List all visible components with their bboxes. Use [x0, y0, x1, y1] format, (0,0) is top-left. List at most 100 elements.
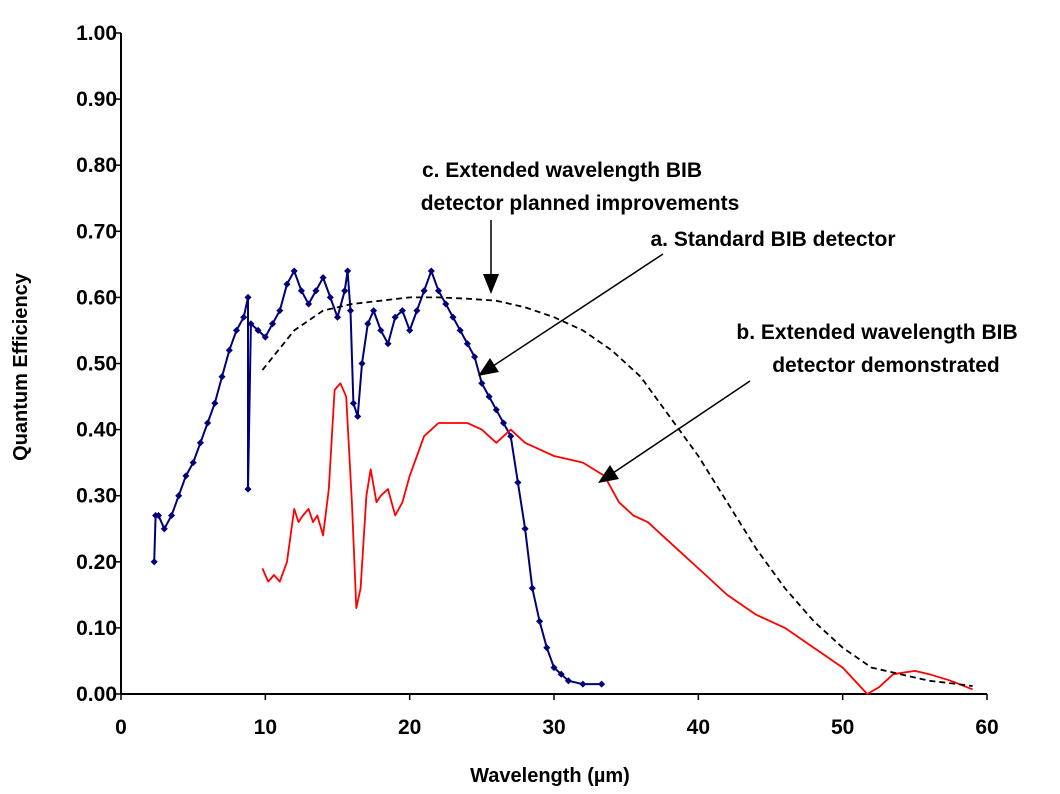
series-2	[261, 296, 973, 687]
series-0	[150, 267, 606, 688]
data-point	[319, 274, 327, 282]
data-point	[344, 267, 352, 275]
data-point	[492, 406, 500, 414]
data-point	[384, 340, 392, 348]
series-layer	[150, 267, 973, 695]
data-point	[182, 472, 190, 480]
data-point	[175, 492, 183, 500]
data-point	[406, 326, 414, 334]
annotation-c-line2: detector planned improvements	[421, 192, 740, 215]
data-point	[413, 307, 421, 315]
data-point	[463, 340, 471, 348]
data-point	[564, 677, 572, 685]
data-point	[254, 326, 262, 334]
data-point	[370, 307, 378, 315]
data-point	[349, 399, 357, 407]
data-point	[377, 326, 385, 334]
data-point	[507, 432, 515, 440]
data-point	[167, 511, 176, 520]
annotation-c-line1: c. Extended wavelength BIB	[422, 159, 702, 182]
x-axis-title: Wavelength (µm)	[470, 765, 630, 787]
x-tick-label: 20	[398, 716, 421, 739]
data-point	[514, 478, 522, 487]
data-point	[434, 287, 443, 295]
data-point	[456, 326, 464, 334]
data-point	[543, 644, 551, 652]
data-point	[218, 373, 226, 381]
data-point	[211, 399, 219, 407]
y-tick-label: 0.00	[76, 683, 117, 706]
x-tick-label: 60	[975, 716, 998, 739]
data-point	[204, 419, 212, 427]
x-tick-label: 10	[254, 716, 277, 739]
data-point	[485, 393, 493, 401]
data-point	[398, 307, 406, 315]
annotation-b-arrowhead	[598, 465, 619, 483]
data-point	[154, 511, 163, 520]
x-tick-label: 50	[831, 716, 854, 739]
data-point	[471, 353, 479, 361]
y-tick-label: 0.60	[76, 286, 117, 309]
data-point	[297, 287, 305, 295]
data-point	[232, 326, 241, 334]
data-point	[244, 293, 252, 301]
annotation-b-line2: detector demonstrated	[772, 354, 1000, 377]
data-point	[521, 525, 529, 533]
data-point	[536, 617, 544, 625]
data-point	[312, 287, 320, 295]
data-point	[341, 287, 349, 295]
annotation-a-arrow	[489, 253, 664, 369]
y-tick-label: 0.20	[76, 551, 117, 574]
annotations: c. Extended wavelength BIB detector plan…	[421, 159, 1018, 483]
data-point	[550, 664, 558, 672]
series-1	[261, 382, 973, 695]
data-point	[358, 359, 366, 368]
data-point	[354, 412, 362, 420]
ticks: 0 10 20 30 40 50 60 0.00 0.10 0.20 0.30 0.40 0.50 0.6…	[76, 22, 999, 739]
y-tick-label: 0.80	[76, 154, 117, 177]
annotation-a-arrowhead	[478, 358, 499, 376]
data-point	[442, 300, 450, 308]
x-tick-label: 30	[542, 716, 565, 739]
y-tick-label: 0.30	[76, 485, 117, 508]
series-line	[261, 382, 973, 695]
data-point	[449, 313, 457, 321]
data-point	[283, 280, 291, 288]
data-point	[427, 267, 435, 275]
data-point	[391, 313, 399, 321]
data-point	[160, 525, 168, 533]
data-point	[364, 320, 372, 328]
data-point	[499, 419, 508, 427]
data-point	[305, 300, 313, 308]
annotation-b-line1: b. Extended wavelength BIB	[736, 321, 1017, 344]
y-tick-label: 0.70	[76, 220, 117, 243]
data-point	[557, 670, 565, 678]
x-tick-label: 0	[115, 716, 127, 739]
data-point	[150, 558, 158, 566]
data-point	[268, 320, 277, 328]
data-point	[598, 680, 606, 688]
data-point	[276, 307, 284, 315]
data-point	[478, 379, 486, 387]
annotation-c-arrowhead	[483, 274, 499, 294]
data-point	[333, 313, 342, 321]
data-point	[240, 313, 248, 321]
y-tick-label: 0.50	[76, 353, 117, 376]
data-point	[196, 439, 204, 447]
data-point	[579, 680, 587, 688]
data-point	[261, 333, 269, 341]
y-tick-label: 0.40	[76, 419, 117, 442]
series-line	[153, 270, 602, 686]
data-point	[528, 584, 536, 592]
data-point	[189, 459, 197, 467]
data-point	[244, 485, 252, 493]
data-point	[290, 267, 298, 275]
y-axis-title: Quantum Efficiency	[10, 272, 32, 461]
data-point	[346, 307, 355, 315]
data-point	[225, 346, 233, 354]
y-tick-label: 0.90	[76, 88, 117, 111]
y-tick-label: 1.00	[76, 22, 117, 45]
data-point	[247, 320, 255, 328]
data-point	[420, 287, 428, 295]
